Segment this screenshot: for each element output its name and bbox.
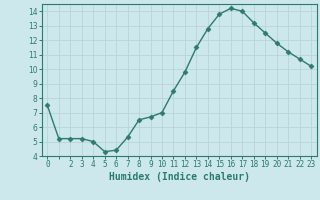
X-axis label: Humidex (Indice chaleur): Humidex (Indice chaleur) [109,172,250,182]
